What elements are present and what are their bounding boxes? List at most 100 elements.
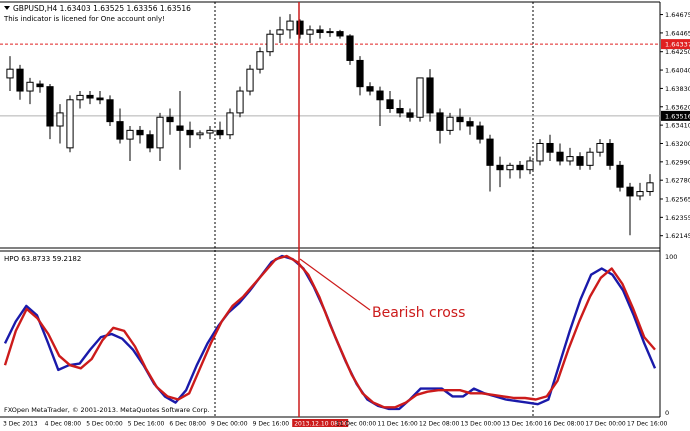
candle [106,95,114,126]
candle-body-bull [56,112,64,127]
candle [536,139,544,166]
indicator-header: HPO 63.8733 59.2182 [4,255,81,263]
current-price-label: 1.63516 [665,112,690,120]
candle-body-bear [106,99,114,123]
candle-body-bear [86,94,94,99]
candle-body-bear [316,29,324,33]
time-tick-label: 5 Dec 00:00 [86,421,123,428]
candle-body-bull [526,160,534,171]
candle [316,25,324,39]
time-tick-label: 11 Dec 16:00 [377,421,418,428]
candle [386,91,394,113]
time-tick-label: 11 Dec 00:00 [336,421,377,428]
candle-body-bear [516,164,524,171]
bearish-cross-label: Bearish cross [372,305,465,321]
candle-body-bear [116,121,124,140]
candle [6,56,14,92]
marked-price-label: 1.64337 [665,41,690,49]
hpo-line-red [3,254,656,409]
candle-body-bull [66,99,74,149]
time-tick-label: 9 Dec 16:00 [253,421,290,428]
candle [646,174,654,196]
candle [216,121,224,140]
candle-body-bear [96,97,104,101]
price-tick-label: 1.62780 [665,177,690,185]
price-tick-label: 1.63200 [665,140,690,148]
candle-body-bear [616,164,624,188]
candle-body-bear [396,108,404,114]
time-cursor-label: 2013.12.10 08:00 [294,421,348,428]
candle [166,108,174,135]
price-tick-label: 1.64675 [665,11,690,19]
candle [586,147,594,170]
time-tick-label: 17 Dec 16:00 [627,421,668,428]
candle [336,29,344,39]
candle [96,91,104,105]
price-tick-label: 1.62355 [665,214,690,222]
candle [116,108,124,144]
candle [526,156,534,175]
candle [516,160,524,179]
marked-price-badge [661,39,690,50]
time-tick-label: 17 Dec 00:00 [585,421,626,428]
candle-body-bull [416,77,424,118]
candle [226,108,234,140]
price-tick-label: 1.63410 [665,122,690,130]
time-tick-label: 4 Dec 08:00 [45,421,82,428]
candle-body-bear [606,142,614,166]
current-price-badge [661,110,690,121]
time-tick-label: 3 Dec 2013 [3,421,38,428]
copyright-text: FXOpen MetaTrader, © 2001-2013. MetaQuot… [4,406,210,414]
candle-body-bull [256,51,264,70]
time-cursor-badge [292,419,349,427]
candle [366,82,374,96]
candle [306,25,314,43]
candle [446,112,454,135]
candle-body-bear [336,31,344,37]
candle-body-bear [386,99,394,110]
candle-body-bull [156,116,164,149]
hpo-indicator-series [3,254,657,411]
candle [476,121,484,144]
candle [46,84,54,140]
time-tick-label: 9 Dec 00:00 [211,421,248,428]
candle [466,117,474,135]
price-tick-label: 1.64040 [665,67,690,75]
candle [616,160,624,192]
candle [206,126,214,140]
candle-body-bear [46,86,54,127]
symbol-dropdown-icon[interactable] [4,6,10,10]
annotation-arrow [299,258,371,311]
candle [236,86,244,118]
time-tick-label: 6 Dec 08:00 [169,421,206,428]
candle-body-bear [576,156,584,166]
candle [506,162,514,179]
candle [396,99,404,118]
candle [496,156,504,188]
candle [356,56,364,96]
candle [296,19,304,39]
price-tick-label: 1.62145 [665,232,690,240]
candle-body-bear [136,129,144,136]
candle-body-bear [496,164,504,171]
candle-body-bull [646,182,654,193]
time-tick-label: 13 Dec 00:00 [461,421,502,428]
candle-body-bear [186,129,194,136]
candle-body-bull [536,142,544,162]
price-tick-label: 1.62565 [665,195,690,203]
axis-labels: 1.64675 1.64465 1.64250 1.64040 1.63830 1.636… [3,11,690,428]
candle-body-bear [426,77,434,114]
candle-body-bear [36,83,44,88]
candle [416,77,424,122]
candle [286,14,294,39]
candle-body-bear [146,134,154,149]
candle [346,34,354,65]
candle [36,80,44,93]
indicator-tick-label: 100 [665,253,677,261]
candle-body-bull [286,20,294,31]
candle [66,95,74,153]
candle [566,147,574,166]
price-tick-label: 1.63620 [665,103,690,111]
